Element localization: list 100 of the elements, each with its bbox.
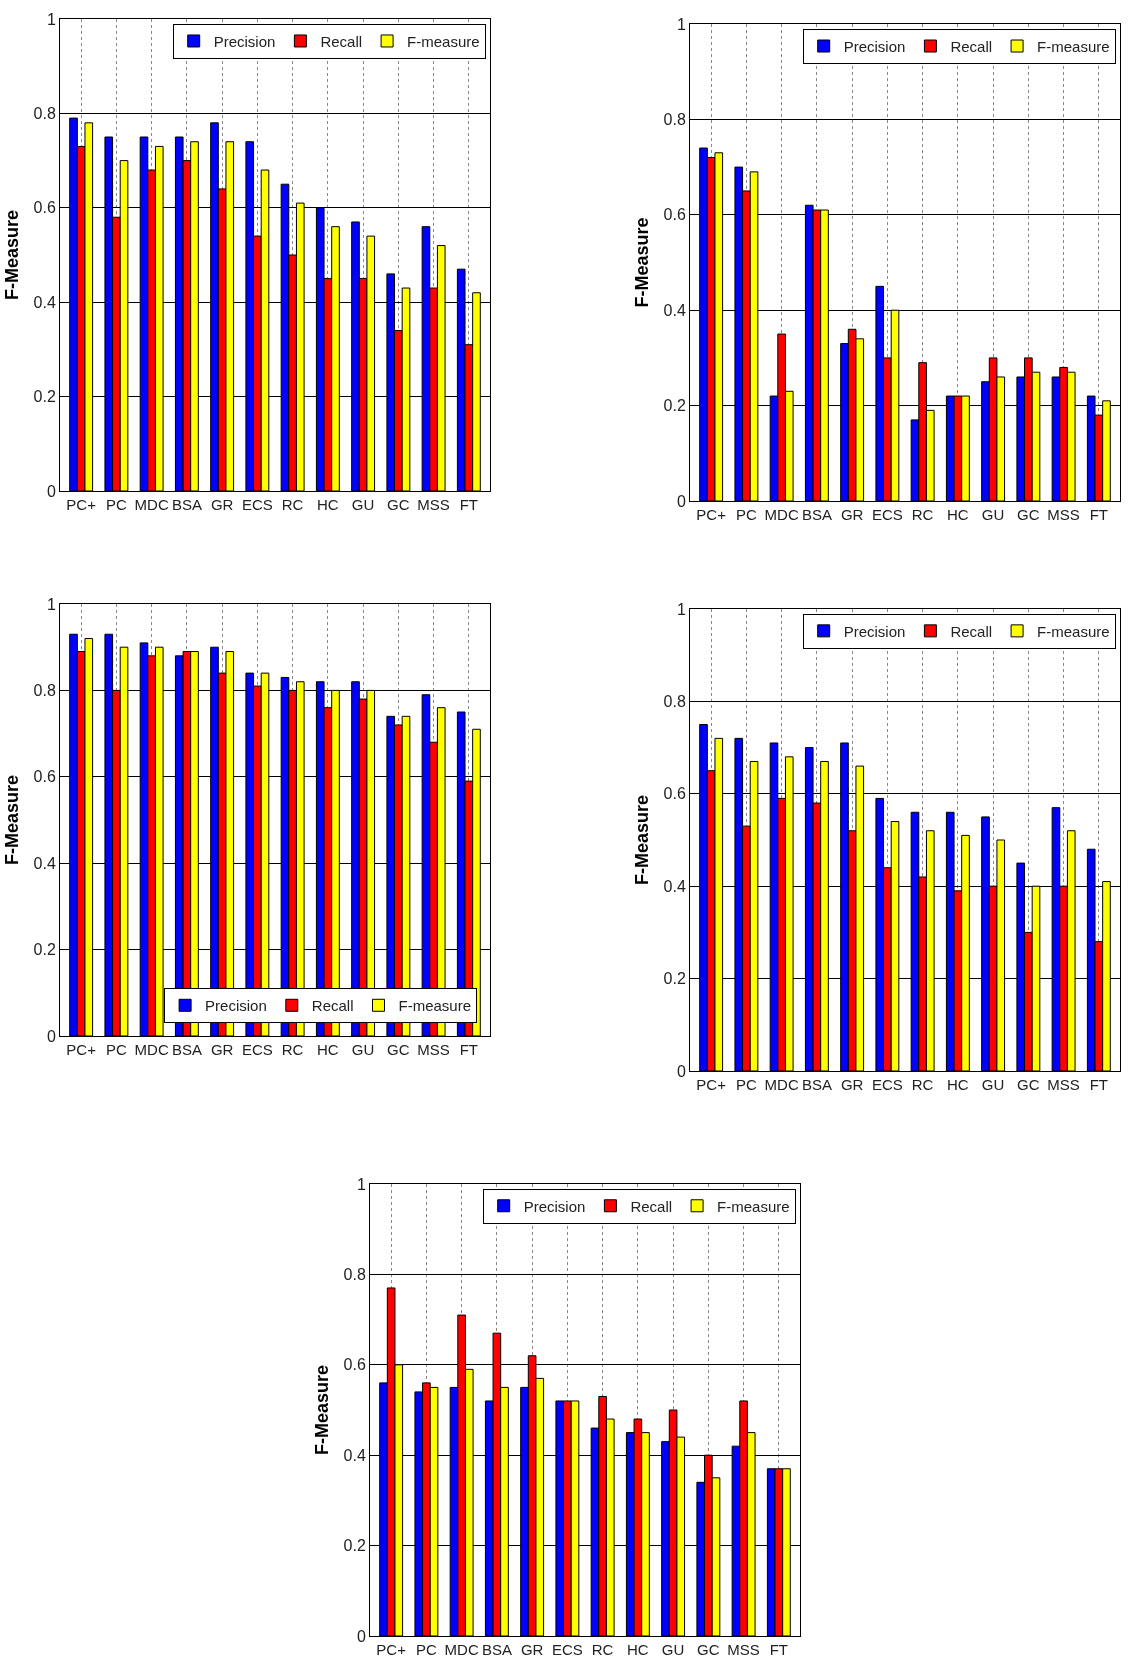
y-tick-label: 0.8 [343, 1266, 366, 1283]
x-tick-label: ECS [241, 496, 273, 513]
x-tick-label: MDC [134, 1041, 169, 1058]
x-tick-label: HC [947, 506, 969, 523]
x-tick-label: GR [210, 496, 234, 513]
y-tick-label: 0.6 [33, 199, 56, 217]
x-tick-label: ECS [871, 1076, 903, 1093]
y-tick-label: 1 [676, 600, 686, 618]
x-tick-label: HC [317, 496, 339, 513]
x-tick-label: GR [520, 1641, 544, 1658]
x-tick-label: MDC [764, 506, 799, 523]
y-axis-title: F-Measure [311, 1364, 332, 1456]
legend-label: Precision [843, 622, 906, 640]
y-tick-label: 1 [46, 595, 56, 613]
x-tick-label: MSS [1047, 1076, 1080, 1093]
y-tick-label: 0.8 [33, 682, 56, 699]
x-tick-label: GC [387, 1041, 410, 1058]
x-tick-label: RC [911, 506, 934, 523]
y-tick-label: 0.8 [663, 693, 686, 710]
y-tick-label: 1 [676, 15, 686, 33]
x-tick-label: RC [591, 1641, 614, 1658]
x-tick-label: PC [105, 1041, 127, 1058]
y-tick-label: 0.4 [663, 301, 686, 319]
legend-label: Recall [630, 1197, 673, 1215]
x-tick-label: GR [840, 1076, 864, 1093]
y-tick-label: 0.8 [663, 111, 686, 128]
y-tick-label: 0.4 [33, 293, 56, 311]
x-tick-label: MSS [417, 496, 450, 513]
x-tick-label: GC [697, 1641, 720, 1658]
x-tick-label: RC [281, 496, 304, 513]
y-tick-label: 1 [356, 1175, 366, 1193]
x-tick-label: PC [735, 1076, 757, 1093]
y-tick-label: 0.6 [663, 785, 686, 803]
y-tick-label: 0.2 [663, 397, 686, 415]
legend-label: F-measure [1037, 622, 1110, 640]
y-tick-label: 0.6 [343, 1356, 366, 1374]
x-tick-label: GU [981, 1076, 1005, 1093]
x-tick-label: PC+ [376, 1641, 407, 1658]
x-tick-label: PC+ [696, 1076, 727, 1093]
x-tick-label: FT [1089, 506, 1109, 523]
legend-label: Precision [523, 1197, 586, 1215]
y-tick-label: 0 [676, 492, 686, 510]
x-tick-label: FT [769, 1641, 789, 1658]
y-tick-label: 0 [46, 1027, 56, 1045]
legend-label: F-measure [407, 32, 480, 50]
y-tick-label: 0 [356, 1627, 366, 1645]
legend-label: F-measure [717, 1197, 790, 1215]
x-tick-label: HC [627, 1641, 649, 1658]
x-tick-label: MSS [727, 1641, 760, 1658]
y-axis-title: F-Measure [631, 794, 652, 886]
y-axis-title: F-Measure [631, 217, 652, 308]
x-tick-label: RC [911, 1076, 934, 1093]
legend-label: F-measure [398, 997, 472, 1015]
y-tick-label: 0.6 [663, 206, 686, 224]
x-tick-label: BSA [801, 506, 832, 523]
x-tick-label: ECS [871, 506, 903, 523]
x-tick-label: PC [415, 1641, 437, 1658]
y-tick-label: 0.2 [663, 970, 686, 988]
x-tick-label: GC [387, 496, 410, 513]
y-tick-label: 1 [46, 10, 56, 28]
y-tick-label: 0 [676, 1062, 686, 1080]
x-tick-label: MDC [764, 1076, 799, 1093]
x-tick-label: GR [210, 1041, 234, 1058]
legend-label: F-measure [1037, 37, 1110, 55]
x-tick-label: GU [981, 506, 1005, 523]
x-tick-label: MDC [134, 496, 169, 513]
y-tick-label: 0.4 [343, 1446, 366, 1464]
x-tick-label: GC [1017, 1076, 1040, 1093]
x-tick-label: ECS [551, 1641, 583, 1658]
y-axis-title: F-Measure [1, 209, 22, 301]
x-tick-label: PC+ [66, 1041, 97, 1058]
x-tick-label: FT [1089, 1076, 1109, 1093]
x-tick-label: PC+ [66, 496, 97, 513]
x-tick-label: HC [317, 1041, 339, 1058]
y-tick-label: 0.2 [33, 941, 56, 959]
legend-label: Recall [950, 37, 993, 55]
x-tick-label: RC [281, 1041, 304, 1058]
x-tick-label: PC+ [696, 506, 727, 523]
x-tick-label: GU [351, 496, 375, 513]
legend-label: Recall [320, 32, 363, 50]
x-tick-label: GU [661, 1641, 685, 1658]
x-tick-label: ECS [241, 1041, 273, 1058]
x-tick-label: PC [735, 506, 757, 523]
y-tick-label: 0.6 [33, 768, 56, 786]
y-tick-label: 0.2 [33, 388, 56, 406]
x-tick-label: BSA [171, 1041, 202, 1058]
x-tick-label: FT [459, 1041, 479, 1058]
legend-label: Precision [205, 997, 267, 1015]
x-tick-label: GR [840, 506, 864, 523]
y-tick-label: 0.8 [33, 105, 56, 122]
legend-label: Precision [843, 37, 906, 55]
x-tick-label: BSA [801, 1076, 832, 1093]
y-axis-title: F-Measure [1, 774, 22, 866]
x-tick-label: BSA [171, 496, 202, 513]
x-tick-label: MSS [1047, 506, 1080, 523]
x-tick-label: BSA [481, 1641, 512, 1658]
y-tick-label: 0.4 [663, 877, 686, 895]
x-tick-label: MSS [417, 1041, 450, 1058]
y-tick-label: 0 [46, 482, 56, 500]
y-tick-label: 0.2 [343, 1537, 366, 1555]
